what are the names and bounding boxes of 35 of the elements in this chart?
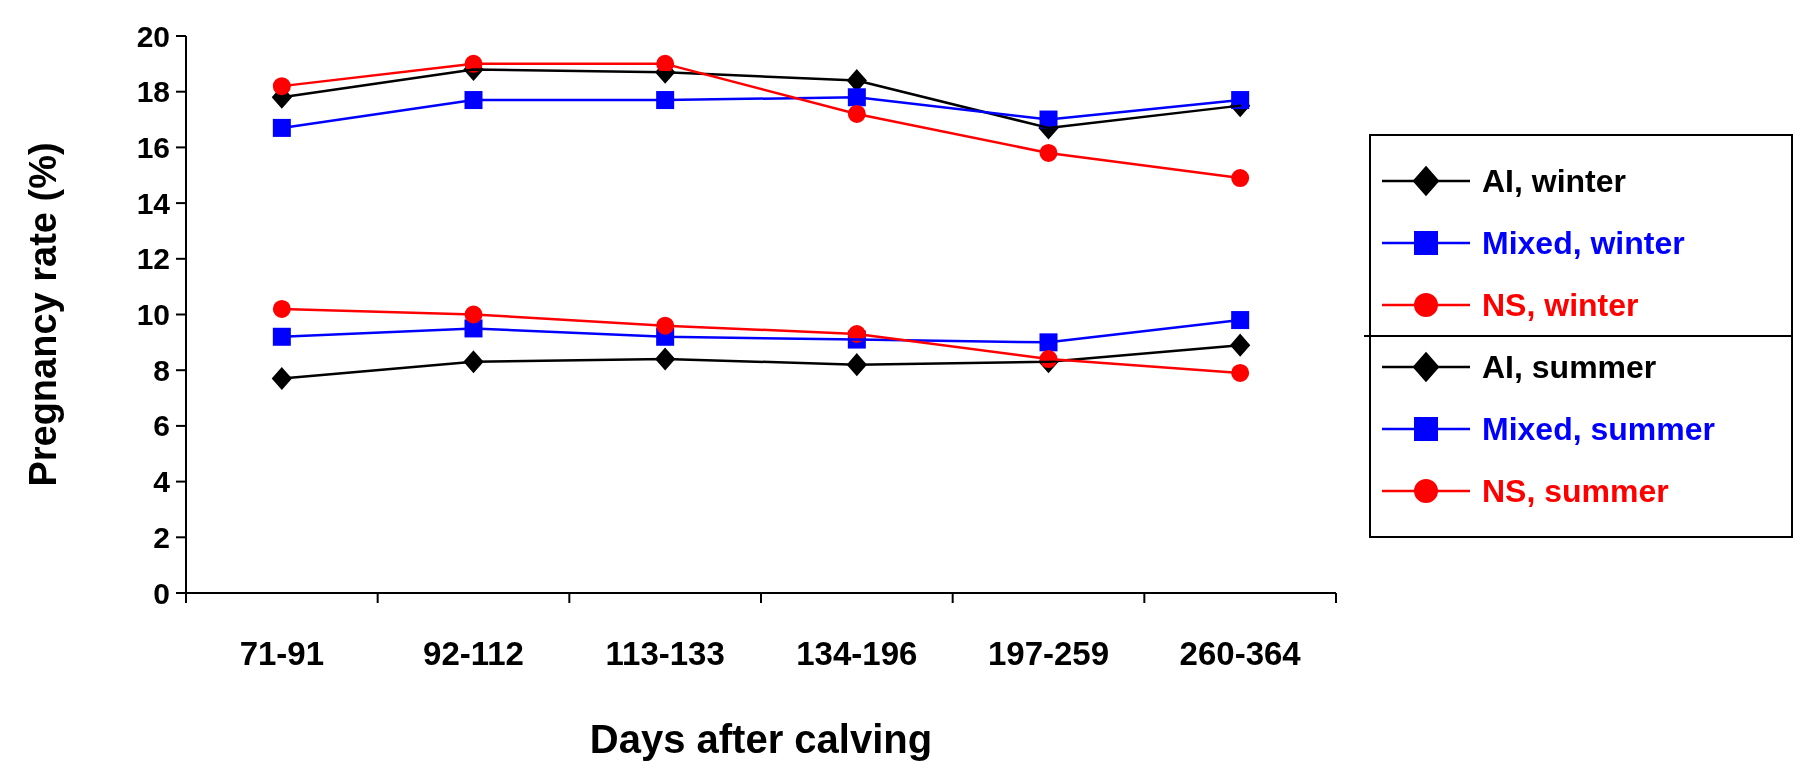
y-tick-label: 2	[153, 520, 170, 554]
point	[272, 77, 291, 96]
x-tick-label: 134-196	[796, 635, 918, 672]
point	[1230, 334, 1250, 357]
x-tick-label: 260-364	[1179, 635, 1302, 672]
legend-label: AI, summer	[1482, 349, 1657, 386]
point	[1231, 363, 1250, 382]
x-axis-title: Days after calving	[589, 717, 933, 761]
point	[272, 299, 291, 318]
y-axis-title: Pregnancy rate (%)	[22, 142, 64, 487]
x-tick-label: 113-133	[605, 635, 725, 672]
y-tick-label: 20	[136, 19, 170, 53]
y-tick-label: 10	[136, 298, 170, 331]
point	[272, 118, 291, 137]
legend-label: AI, winter	[1482, 163, 1627, 200]
legend-label: NS, summer	[1482, 473, 1669, 510]
y-tick-label: 12	[136, 242, 170, 276]
point	[272, 327, 291, 346]
point	[656, 91, 675, 110]
legend-label: Mixed, summer	[1482, 411, 1715, 448]
y-tick-label: 0	[153, 576, 170, 610]
y-tick-label: 8	[153, 353, 170, 387]
x-tick-label: 71-91	[239, 635, 325, 672]
x-tick-label: 92-112	[423, 635, 524, 672]
y-tick-label: 14	[136, 186, 171, 220]
y-tick-label: 16	[136, 130, 170, 164]
point	[1231, 311, 1250, 330]
legend-label: Mixed, winter	[1482, 225, 1685, 262]
point	[272, 367, 292, 390]
y-tick-label: 6	[153, 409, 170, 443]
x-tick-label: 197-259	[987, 635, 1110, 672]
y-tick-label: 4	[153, 465, 171, 499]
legend-label: NS, winter	[1482, 287, 1639, 324]
point	[1231, 169, 1250, 188]
y-tick-label: 18	[136, 75, 170, 109]
